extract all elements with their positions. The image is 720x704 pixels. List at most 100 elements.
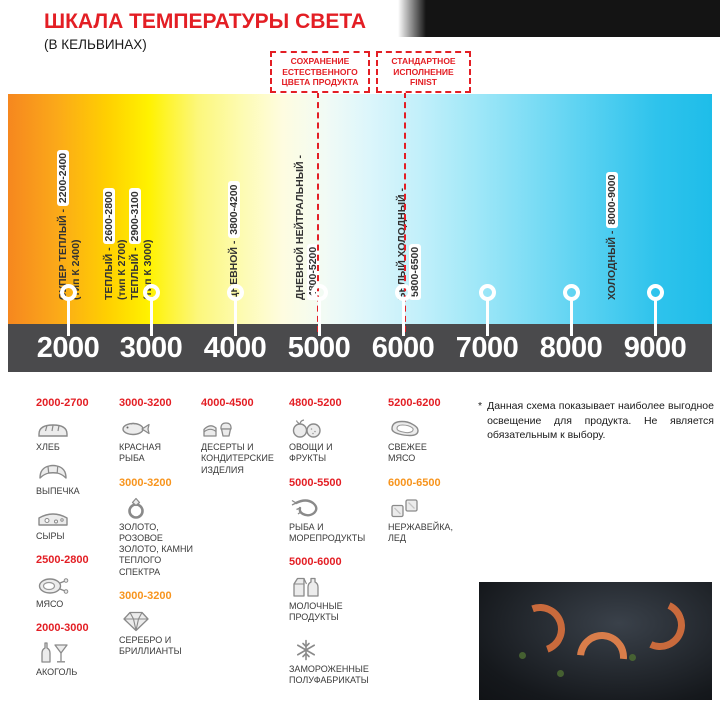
product-item: МЯСО	[36, 573, 106, 610]
band-name: ТЕПЛЫЙ -	[103, 244, 115, 300]
band-label-cold: ХОЛОДНЫЙ - 8000-9000	[606, 171, 619, 300]
page-subtitle: (В КЕЛЬВИНАХ)	[44, 37, 147, 52]
product-item: ВЫПЕЧКА	[36, 460, 106, 497]
page-title: ШКАЛА ТЕМПЕРАТУРЫ СВЕТА	[44, 10, 367, 33]
tick-8000: 8000	[539, 332, 603, 364]
product-column-4: 4800-5200 ОВОЩИ И ФРУКТЫ 5000-5500 РЫБА …	[289, 397, 384, 698]
product-label: АКОГОЛЬ	[36, 667, 78, 677]
band-line: 5800-6500	[409, 188, 422, 300]
band-line: ХОЛОДНЫЙ - 8000-9000	[606, 171, 619, 300]
marker-stem	[234, 300, 237, 336]
band-range: 2200-2400	[57, 149, 69, 207]
product-label: ЗАМОРОЖЕННЫЕ ПОЛУФАБРИКАТЫ	[289, 663, 369, 685]
band-name: ДНЕВНОЙ НЕЙТРАЛЬНЫЙ -	[294, 155, 306, 300]
marker-stem	[570, 300, 573, 336]
alcohol-icon	[36, 641, 106, 665]
product-block: 4000-4500 ДЕСЕРТЫ И КОНДИТЕРСКИЕ ИЗДЕЛИЯ	[201, 397, 285, 476]
marker-ring	[143, 284, 160, 301]
product-column-2: 3000-3200 КРАСНАЯ РЫБА 3000-3200 ЗОЛОТО,…	[119, 397, 195, 669]
range-heading: 3000-3200	[119, 476, 172, 489]
product-block: 5200-6200 СВЕЖЕЕ МЯСО	[388, 397, 454, 465]
snowflake-icon	[289, 638, 384, 662]
ice-icon	[388, 496, 454, 520]
tick-4000: 4000	[203, 332, 267, 364]
red-fish-icon	[119, 416, 195, 440]
tick-9000: 9000	[623, 332, 687, 364]
marker-ring	[311, 284, 328, 301]
band-label-cool-white: БЕЛЫЙ ХОЛОДНЫЙ - 5800-6500	[396, 188, 422, 300]
marker-ring	[395, 284, 412, 301]
marker-ring	[563, 284, 580, 301]
kelvin-axis-bar: 2000 3000 4000 5000 6000 7000 8000 9000	[8, 324, 712, 372]
product-label: ВЫПЕЧКА	[36, 486, 80, 497]
marker-stem	[486, 300, 489, 336]
product-item: СВЕЖЕЕ МЯСО	[388, 416, 454, 465]
tick-2000: 2000	[36, 332, 100, 364]
band-line: ТЕПЛЫЙ - 2600-2800	[103, 188, 116, 300]
callout-natural-color: СОХРАНЕНИЕ ЕСТЕСТВЕННОГО ЦВЕТА ПРОДУКТА	[270, 51, 370, 93]
marker-ring	[227, 284, 244, 301]
cheese-icon	[36, 505, 106, 529]
product-block: 5000-6000 МОЛОЧНЫЕ ПРОДУКТЫ ЗАМОРОЖЕННЫЕ…	[289, 556, 384, 686]
product-block: 2000-2700 ХЛЕБ ВЫПЕЧКА СЫРЫ	[36, 397, 106, 542]
product-item: СЕРЕБРО И БРИЛЛИАНТЫ	[119, 609, 195, 658]
product-label: СВЕЖЕЕ МЯСО	[388, 442, 427, 464]
marker-stem	[654, 300, 657, 336]
band-range: 2900-3100	[129, 188, 141, 245]
product-column-5: 5200-6200 СВЕЖЕЕ МЯСО 6000-6500 НЕРЖАВЕЙ…	[388, 397, 454, 556]
tick-5000: 5000	[287, 332, 351, 364]
product-block: 5000-5500 РЫБА И МОРЕПРОДУКТЫ	[289, 477, 384, 545]
dashed-guide-natural-color	[317, 92, 319, 332]
product-item: ХЛЕБ	[36, 416, 106, 453]
callout-standard-finist: СТАНДАРТНОЕ ИСПОЛНЕНИЕ FINIST	[376, 51, 471, 93]
temperature-gradient-band	[8, 94, 712, 324]
range-heading: 3000-3200	[119, 397, 172, 409]
shrimp-photo	[479, 582, 712, 700]
marker-ring	[479, 284, 496, 301]
band-name: ТЕПЛЫЙ -	[129, 244, 141, 300]
product-item: ЗОЛОТО, РОЗОВОЕ ЗОЛОТО, КАМНИ ТЕПЛОГО СП…	[119, 496, 195, 578]
product-label: МОЛОЧНЫЕ ПРОДУКТЫ	[289, 601, 343, 623]
marker-stem	[402, 300, 405, 336]
product-item: СЫРЫ	[36, 505, 106, 542]
product-item: ОВОЩИ И ФРУКТЫ	[289, 416, 384, 465]
band-label-warm-2700: ТЕПЛЫЙ - 2600-2800 (тип К 2700)	[103, 188, 129, 300]
meat-icon	[36, 573, 106, 597]
product-label: ДЕСЕРТЫ И КОНДИТЕРСКИЕ ИЗДЕЛИЯ	[201, 442, 274, 475]
range-heading: 5000-5500	[289, 476, 342, 489]
product-label: МЯСО	[36, 598, 64, 609]
band-label-daylight: ДНЕВНОЙ - 3800-4200	[228, 181, 241, 300]
product-block: 3000-3200 СЕРЕБРО И БРИЛЛИАНТЫ	[119, 590, 195, 658]
band-range: 3800-4200	[228, 181, 240, 238]
product-block: 4800-5200 ОВОЩИ И ФРУКТЫ	[289, 397, 384, 465]
band-line: ТЕПЛЫЙ - 2900-3100	[129, 188, 142, 300]
product-label: ЗОЛОТО, РОЗОВОЕ ЗОЛОТО, КАМНИ ТЕПЛОГО СП…	[119, 521, 193, 577]
dairy-icon	[289, 575, 384, 599]
range-heading: 5000-6000	[289, 556, 342, 568]
top-right-dark-banner	[398, 0, 720, 37]
footnote: * Данная схема показывает наиболее выгод…	[478, 399, 714, 443]
range-heading: 3000-3200	[119, 589, 172, 602]
band-name: ХОЛОДНЫЙ -	[606, 227, 618, 300]
garnish-dot	[519, 652, 526, 659]
desserts-icon	[201, 416, 285, 440]
diamond-icon	[119, 609, 195, 633]
marker-stem	[318, 300, 321, 336]
band-line: ДНЕВНОЙ - 3800-4200	[228, 181, 241, 300]
band-line: СУПЕР ТЕПЛЫЙ - 2200-2400	[57, 149, 70, 300]
tick-6000: 6000	[371, 332, 435, 364]
range-heading: 5200-6200	[388, 397, 441, 409]
band-range: 2600-2800	[103, 188, 115, 245]
product-block: 3000-3200 ЗОЛОТО, РОЗОВОЕ ЗОЛОТО, КАМНИ …	[119, 477, 195, 578]
shrimp-shape	[506, 595, 574, 663]
pastry-icon	[36, 460, 106, 484]
shrimp-shape	[566, 621, 638, 693]
product-item: ДЕСЕРТЫ И КОНДИТЕРСКИЕ ИЗДЕЛИЯ	[201, 416, 285, 476]
bread-icon	[36, 416, 106, 440]
range-heading: 4800-5200	[289, 397, 342, 409]
marker-ring	[647, 284, 664, 301]
footnote-text: Данная схема показывает наиболее выгодно…	[487, 400, 714, 442]
product-column-3: 4000-4500 ДЕСЕРТЫ И КОНДИТЕРСКИЕ ИЗДЕЛИЯ	[201, 397, 285, 488]
range-heading: 2500-2800	[36, 553, 89, 566]
